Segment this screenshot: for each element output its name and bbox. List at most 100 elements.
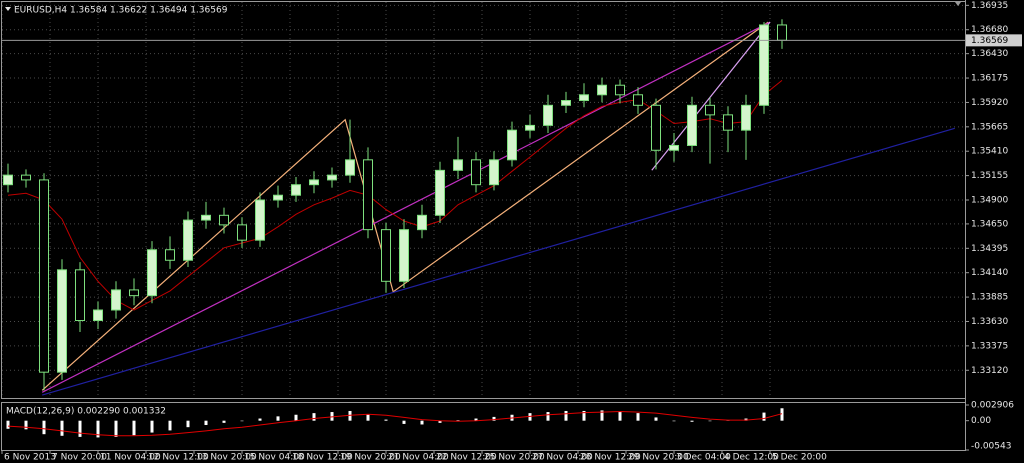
macd-bar	[402, 420, 406, 424]
shift-marker	[955, 2, 961, 6]
macd-bar	[258, 418, 262, 421]
y-tick-label: 1.33630	[971, 317, 1008, 327]
macd-bar	[240, 420, 244, 422]
candle-body	[291, 184, 301, 196]
candle-body	[759, 24, 769, 106]
macd-bar	[492, 416, 496, 421]
x-tick-label: 18 Nov 12:00	[292, 453, 353, 463]
macd-bar	[114, 420, 118, 437]
macd-bar	[690, 420, 694, 422]
x-tick-label: 22 Nov 12:00	[436, 453, 497, 463]
x-tick-label: 7 Nov 20:00	[52, 453, 107, 463]
candle-body	[705, 104, 715, 116]
y-tick-label: 1.34395	[971, 244, 1008, 254]
candle-body	[579, 94, 589, 102]
candle-body	[255, 199, 265, 241]
y-tick-label: 1.35920	[971, 98, 1008, 108]
macd-bar	[420, 420, 424, 425]
x-tick-label: 11 Nov 04:00	[100, 453, 161, 463]
macd-bar	[636, 413, 640, 421]
candle-body	[147, 249, 157, 297]
macd-bar	[762, 412, 766, 421]
candle-body	[543, 104, 553, 126]
x-tick-label: 25 Nov 20:00	[484, 453, 545, 463]
x-tick-label: 27 Nov 04:00	[532, 453, 593, 463]
macd-bar	[474, 418, 478, 421]
current-price-box	[966, 34, 1022, 47]
macd-bar	[96, 420, 100, 438]
macd-bar	[384, 419, 388, 421]
candle-body	[309, 179, 319, 186]
macd-bar	[294, 414, 298, 421]
candle-body	[399, 229, 409, 282]
macd-bar	[438, 420, 442, 423]
candle-body	[741, 104, 751, 131]
candle-body	[75, 269, 85, 322]
macd-bar	[222, 420, 226, 423]
y-tick-label: 1.34140	[971, 268, 1008, 278]
candle-body	[273, 194, 283, 201]
y-tick-label: -0.00543	[971, 442, 1011, 452]
x-tick-label: 3 Dec 04:00	[676, 453, 731, 463]
macd-bar	[60, 420, 64, 436]
x-tick-label: 6 Nov 2013	[4, 453, 56, 463]
menu-arrow[interactable]	[5, 7, 11, 11]
x-tick-label: 21 Nov 04:00	[388, 453, 449, 463]
macd-title: MACD(12,26,9) 0.002290 0.001332	[6, 407, 166, 417]
signal-line	[7, 410, 783, 437]
candle-body	[435, 169, 445, 216]
macd-bar	[168, 420, 172, 431]
macd-bar	[150, 420, 154, 433]
plot-layer	[1, 2, 965, 438]
candle-body	[381, 229, 391, 282]
candle-body	[687, 104, 697, 146]
macd-bar	[546, 412, 550, 421]
candle-body	[615, 84, 625, 96]
candle-body	[345, 159, 355, 176]
candle-body	[219, 214, 229, 226]
candle-body	[597, 84, 607, 96]
candle-body	[489, 159, 499, 186]
chart-title: EURUSD,H4 1.36584 1.36622 1.36494 1.3656…	[14, 6, 228, 16]
macd-bar	[708, 420, 712, 422]
x-tick-label: 12 Nov 12:00	[148, 453, 209, 463]
macd-bar	[330, 412, 334, 421]
macd-bar	[456, 420, 460, 421]
candle-body	[129, 289, 139, 297]
candle-body	[723, 114, 733, 131]
y-tick-label: 0.00	[971, 416, 991, 426]
candle-body	[327, 174, 337, 181]
y-tick-label: 1.36430	[971, 49, 1008, 59]
y-tick-label: 1.35410	[971, 147, 1008, 157]
candle-body	[21, 174, 31, 181]
macd-bar	[672, 420, 676, 422]
macd-bar	[78, 420, 82, 437]
macd-bar	[348, 410, 352, 421]
macd-bar	[600, 410, 604, 421]
trendline	[41, 21, 771, 393]
macd-bar	[618, 411, 622, 421]
x-tick-label: 4 Dec 12:00	[724, 453, 779, 463]
candle-body	[165, 249, 175, 261]
candle-body	[363, 159, 373, 231]
candle-body	[471, 159, 481, 186]
candle-body	[183, 219, 193, 261]
macd-bar	[186, 420, 190, 428]
y-tick-label: 1.36935	[971, 1, 1008, 11]
y-tick-label: 1.34650	[971, 219, 1008, 229]
y-tick-label: 1.33885	[971, 293, 1008, 303]
candle-body	[39, 179, 49, 373]
candle-body	[453, 159, 463, 171]
y-tick-label: 1.36680	[971, 25, 1008, 35]
x-tick-label: 29 Nov 20:00	[628, 453, 689, 463]
macd-bar	[654, 417, 658, 421]
x-tick-label: 15 Nov 04:00	[244, 453, 305, 463]
candle-body	[777, 24, 787, 41]
trendline	[42, 127, 955, 396]
candle-body	[633, 94, 643, 106]
macd-bar	[780, 408, 784, 421]
candle-body	[525, 124, 535, 131]
macd-bar	[312, 413, 316, 421]
